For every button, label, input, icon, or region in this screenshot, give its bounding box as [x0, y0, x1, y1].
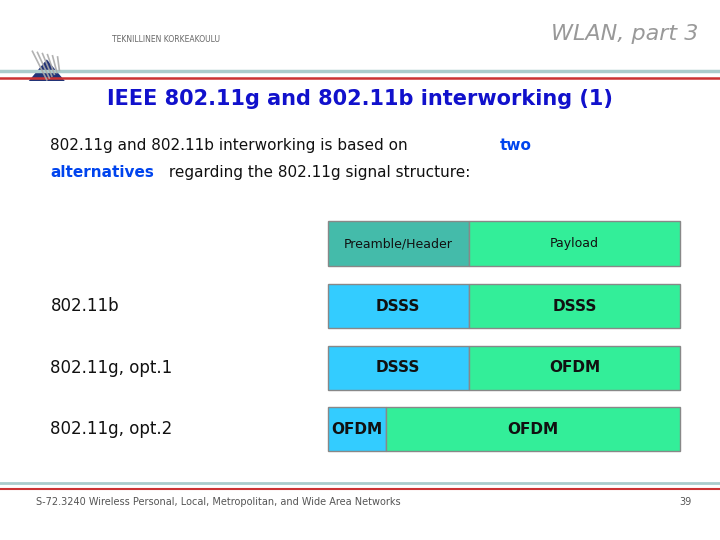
Text: DSSS: DSSS [552, 299, 597, 314]
Text: IEEE 802.11g and 802.11b interworking (1): IEEE 802.11g and 802.11b interworking (1… [107, 89, 613, 109]
Text: DSSS: DSSS [376, 360, 420, 375]
Text: alternatives: alternatives [50, 165, 154, 180]
Text: DSSS: DSSS [376, 299, 420, 314]
FancyBboxPatch shape [328, 407, 386, 451]
FancyBboxPatch shape [328, 346, 469, 390]
Text: 39: 39 [679, 497, 691, 507]
Text: S-72.3240 Wireless Personal, Local, Metropolitan, and Wide Area Networks: S-72.3240 Wireless Personal, Local, Metr… [36, 497, 400, 507]
Text: OFDM: OFDM [331, 422, 382, 437]
Text: TEKNILLINEN KORKEAKOULU: TEKNILLINEN KORKEAKOULU [112, 35, 220, 44]
FancyBboxPatch shape [469, 284, 680, 328]
Text: regarding the 802.11g signal structure:: regarding the 802.11g signal structure: [164, 165, 471, 180]
FancyBboxPatch shape [328, 284, 469, 328]
Text: 802.11g and 802.11b interworking is based on: 802.11g and 802.11b interworking is base… [50, 138, 413, 153]
FancyBboxPatch shape [469, 346, 680, 390]
FancyBboxPatch shape [328, 221, 469, 266]
Text: OFDM: OFDM [549, 360, 600, 375]
Text: two: two [500, 138, 531, 153]
Text: 802.11g, opt.1: 802.11g, opt.1 [50, 359, 173, 377]
FancyBboxPatch shape [469, 221, 680, 266]
Text: WLAN, part 3: WLAN, part 3 [551, 24, 698, 44]
FancyBboxPatch shape [386, 407, 680, 451]
Text: 802.11g, opt.2: 802.11g, opt.2 [50, 420, 173, 438]
Text: 802.11b: 802.11b [50, 297, 119, 315]
Polygon shape [29, 59, 65, 81]
Text: Payload: Payload [550, 237, 599, 250]
Text: OFDM: OFDM [508, 422, 559, 437]
Text: Preamble/Header: Preamble/Header [343, 237, 453, 250]
